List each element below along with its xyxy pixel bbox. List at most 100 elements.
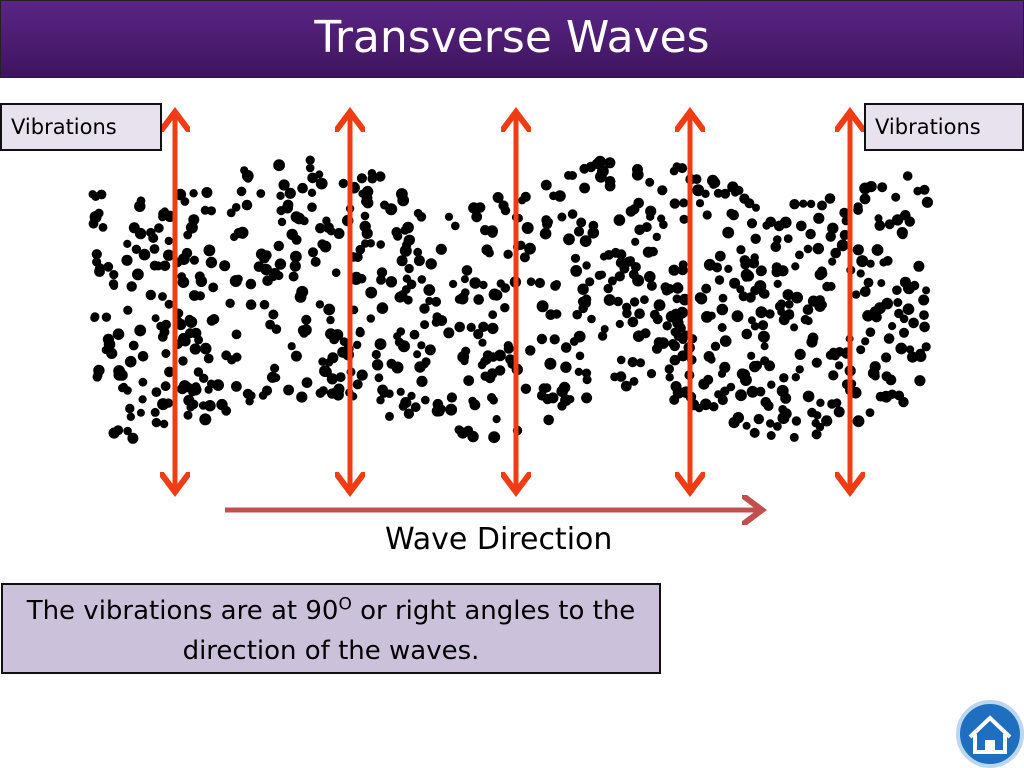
home-door[interactable] <box>985 740 995 752</box>
particle <box>98 223 108 232</box>
particle <box>454 425 464 435</box>
particle <box>863 277 874 288</box>
particle <box>773 279 782 288</box>
particle <box>834 361 844 370</box>
particle <box>136 196 146 206</box>
particle <box>204 385 213 394</box>
particle <box>301 314 312 325</box>
particle <box>376 240 386 249</box>
particle <box>276 191 285 200</box>
particle <box>361 227 373 239</box>
particle <box>757 320 769 331</box>
particle <box>615 257 627 269</box>
particle <box>743 270 755 282</box>
particle <box>865 181 877 193</box>
particle <box>479 280 488 290</box>
particle <box>468 202 480 214</box>
particle <box>261 250 272 261</box>
particle <box>779 373 789 383</box>
particle <box>296 285 309 298</box>
particle <box>365 286 378 299</box>
particle <box>547 392 559 404</box>
particle <box>454 321 466 333</box>
particle <box>241 199 253 211</box>
particle <box>760 342 769 351</box>
particle <box>679 198 689 208</box>
particle <box>400 225 410 235</box>
particle <box>289 260 301 272</box>
particle <box>581 392 593 404</box>
particle <box>907 351 919 363</box>
particle <box>597 270 607 279</box>
particle <box>646 369 657 379</box>
particle <box>503 249 513 259</box>
particle <box>421 395 430 405</box>
particle <box>806 336 818 348</box>
particle <box>741 328 753 340</box>
particle <box>894 308 904 319</box>
particle <box>570 253 581 263</box>
particle <box>199 373 209 383</box>
particle <box>278 179 290 191</box>
particle <box>665 373 674 382</box>
particle <box>409 329 420 340</box>
particle <box>125 403 135 414</box>
particle <box>297 182 308 194</box>
particle <box>136 408 145 417</box>
particle <box>824 193 836 204</box>
particle <box>585 277 595 287</box>
particle <box>201 187 213 198</box>
particle <box>604 250 614 260</box>
particle <box>614 271 625 282</box>
particle <box>644 271 656 283</box>
particle <box>468 396 477 406</box>
particle <box>446 392 457 403</box>
particle <box>866 259 875 268</box>
particle <box>720 188 731 199</box>
particle <box>375 171 386 182</box>
particle <box>315 388 326 398</box>
particle <box>376 267 388 278</box>
particle <box>816 398 825 407</box>
particle <box>449 279 458 289</box>
particle <box>746 385 759 398</box>
particle <box>403 235 414 246</box>
home-circle[interactable] <box>956 700 1024 768</box>
particle <box>296 391 308 403</box>
particle <box>318 357 327 366</box>
particle <box>154 223 164 233</box>
particle <box>799 199 808 208</box>
particle <box>414 361 426 373</box>
particle <box>189 255 199 265</box>
particle <box>922 286 931 295</box>
particle <box>158 208 169 220</box>
particle <box>726 208 736 219</box>
particle <box>352 379 363 390</box>
particle <box>713 188 723 198</box>
particle <box>717 394 728 406</box>
home-button[interactable] <box>956 700 1024 768</box>
particle <box>795 250 804 260</box>
particle <box>874 220 886 231</box>
particle <box>908 317 919 329</box>
particle <box>492 415 501 424</box>
particle <box>760 397 772 408</box>
particle <box>163 398 174 408</box>
particle <box>677 163 688 174</box>
particle <box>573 226 585 237</box>
particle <box>361 197 370 206</box>
particle <box>91 192 101 201</box>
particle <box>242 388 253 399</box>
particle <box>151 387 162 397</box>
particle <box>887 389 897 399</box>
particle <box>587 227 600 239</box>
particle <box>148 233 159 243</box>
particle <box>560 361 572 373</box>
particle <box>307 188 317 197</box>
particle <box>226 208 236 218</box>
particle <box>789 199 800 210</box>
particle <box>604 157 616 169</box>
particle <box>212 379 224 391</box>
particle <box>802 304 814 316</box>
